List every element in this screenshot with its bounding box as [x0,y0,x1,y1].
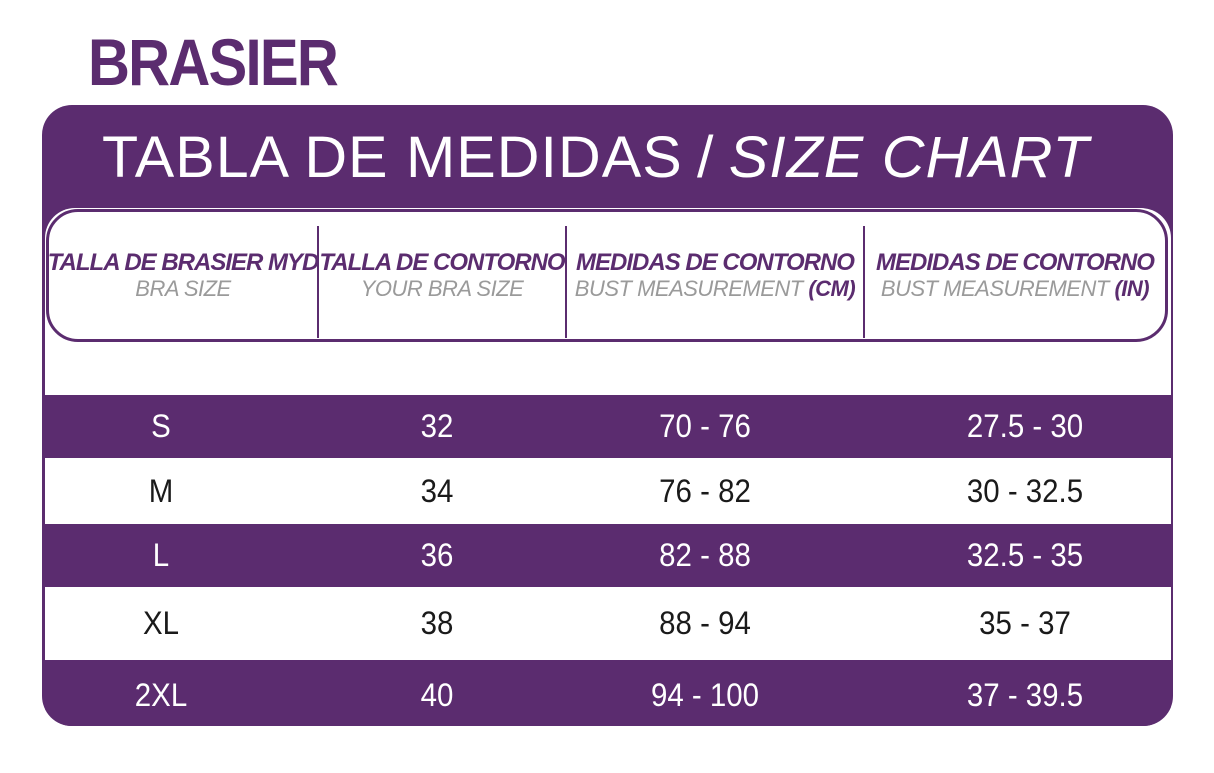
cell-size: 2XL [134,676,188,713]
column-header-title: TALLA DE CONTORNO [319,248,565,276]
column-header-subtitle-text: BUST MEASUREMENT [574,276,803,302]
column-divider [863,226,865,338]
cell-size: XL [142,605,179,641]
column-header-title: MEDIDAS DE CONTORNO [576,248,855,276]
cell-size: M [148,472,174,509]
cell-bust-in: 35 - 37 [979,605,1071,641]
table-row: M 34 76 - 82 30 - 32.5 [45,458,1171,524]
column-header-unit: (IN) [1114,276,1150,302]
column-header-subtitle: BUST MEASUREMENT (IN) [880,276,1150,302]
size-chart: TABLA DE MEDIDAS / SIZE CHART TALLA DE BRA… [42,105,1173,726]
table-row: XL 38 88 - 94 35 - 37 [45,587,1171,660]
column-header-subtitle-text: YOUR BRA SIZE [360,276,524,302]
cell-band: 34 [420,472,454,509]
table-row: L 36 82 - 88 32.5 - 35 [45,524,1171,587]
table-row: S 32 70 - 76 27.5 - 30 [45,395,1171,458]
column-header-bust-cm: MEDIDAS DE CONTORNO BUST MEASUREMENT (CM… [567,212,863,339]
cell-bust-in: 32.5 - 35 [966,537,1084,573]
cell-bust-in: 37 - 39.5 [966,676,1084,713]
column-header-subtitle: BRA SIZE [135,276,231,302]
cell-band: 38 [420,605,454,641]
cell-bust-cm: 70 - 76 [659,408,751,444]
cell-band: 36 [420,537,454,573]
size-rows: S 32 70 - 76 27.5 - 30 M 34 76 - 82 30 -… [42,395,1173,726]
column-header-subtitle-text: BUST MEASUREMENT [880,276,1109,302]
cell-size: S [151,408,171,444]
cell-bust-cm: 94 - 100 [650,676,760,713]
page-title: BRASIER [88,25,339,99]
column-header-title: MEDIDAS DE CONTORNO [876,248,1155,276]
column-header-subtitle: YOUR BRA SIZE [361,276,524,302]
column-header-bust-in: MEDIDAS DE CONTORNO BUST MEASUREMENT (IN… [865,212,1165,339]
chart-heading: TABLA DE MEDIDAS / SIZE CHART [102,123,1090,193]
column-divider [317,226,319,338]
column-header-bra-size: TALLA DE BRASIER MYD BRA SIZE [47,212,320,339]
cell-size: L [152,537,170,573]
chart-heading-english: SIZE CHART [728,125,1090,190]
cell-band: 32 [420,408,454,444]
cell-bust-in: 30 - 32.5 [966,472,1084,509]
column-header-band-size: TALLA DE CONTORNO YOUR BRA SIZE [319,212,565,339]
cell-bust-cm: 88 - 94 [659,605,751,641]
cell-bust-cm: 76 - 82 [659,472,751,509]
chart-heading-spanish: TABLA DE MEDIDAS [102,125,683,190]
chart-heading-separator: / [696,125,715,190]
table-header: TALLA DE BRASIER MYD BRA SIZE TALLA DE C… [46,209,1168,342]
column-header-subtitle: BUST MEASUREMENT (CM) [574,276,856,302]
column-header-subtitle-text: BRA SIZE [135,276,231,302]
cell-band: 40 [420,676,454,713]
column-header-title: TALLA DE BRASIER MYD [47,248,320,276]
table-row: 2XL 40 94 - 100 37 - 39.5 [45,660,1171,726]
column-divider [565,226,567,338]
column-header-unit: (CM) [808,276,856,302]
cell-bust-cm: 82 - 88 [659,537,751,573]
cell-bust-in: 27.5 - 30 [966,408,1084,444]
